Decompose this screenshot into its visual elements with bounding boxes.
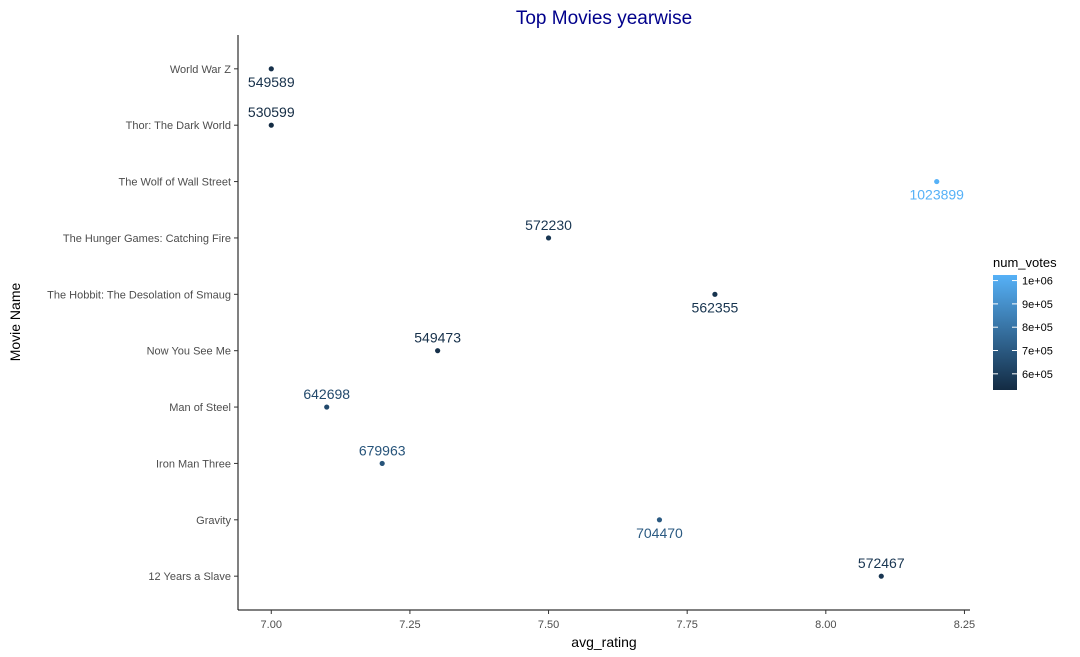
data-label: 572467 bbox=[858, 555, 905, 571]
data-label: 549473 bbox=[414, 330, 461, 346]
legend-tick-label: 1e+06 bbox=[1022, 276, 1053, 288]
data-point bbox=[379, 460, 385, 467]
y-tick-label: Iron Man Three bbox=[156, 458, 231, 470]
data-point bbox=[545, 235, 552, 241]
legend-tick-label: 9e+05 bbox=[1022, 299, 1053, 311]
data-label: 1023899 bbox=[909, 187, 964, 203]
y-tick-label: The Hunger Games: Catching Fire bbox=[63, 233, 231, 245]
y-tick-label: The Wolf of Wall Street bbox=[119, 177, 231, 189]
x-axis-ticks: 7.00 7.25 7.50 7.75 8.00 8.25 bbox=[261, 610, 975, 631]
data-point bbox=[435, 348, 441, 354]
legend-tick-label: 6e+05 bbox=[1022, 369, 1053, 381]
y-tick-label: Thor: The Dark World bbox=[126, 120, 231, 132]
data-label: 679963 bbox=[359, 442, 406, 458]
y-tick-label: Gravity bbox=[196, 515, 231, 527]
x-tick-label: 7.50 bbox=[538, 619, 559, 631]
x-tick-label: 7.25 bbox=[399, 619, 420, 631]
chart-title: Top Movies yearwise bbox=[516, 8, 692, 29]
data-label: 572230 bbox=[525, 217, 572, 233]
y-axis-ticks: 12 Years a Slave Gravity Iron Man Three Man… bbox=[47, 64, 238, 583]
data-point bbox=[934, 178, 940, 185]
y-axis-title: Movie Name bbox=[7, 283, 23, 362]
x-axis-title: avg_rating bbox=[571, 634, 636, 650]
color-legend: num_votes 6e+05 7e+05 8e+05 9e+05 1e+06 bbox=[993, 255, 1057, 390]
legend-title: num_votes bbox=[993, 255, 1057, 270]
x-tick-label: 7.75 bbox=[676, 619, 697, 631]
data-label: 704470 bbox=[636, 525, 683, 541]
data-label: 530599 bbox=[248, 104, 295, 120]
x-tick-label: 8.25 bbox=[954, 619, 975, 631]
data-point bbox=[268, 66, 274, 72]
data-label: 562355 bbox=[692, 299, 739, 315]
data-point bbox=[712, 291, 718, 297]
data-point bbox=[324, 404, 330, 410]
data-point bbox=[656, 517, 663, 523]
y-tick-label: 12 Years a Slave bbox=[148, 571, 231, 583]
legend-colorbar bbox=[993, 275, 1017, 390]
plot-area: 572467 704470 679963 642698 549473 562355 5722… bbox=[248, 66, 964, 579]
y-tick-label: Now You See Me bbox=[147, 346, 231, 358]
y-tick-label: Man of Steel bbox=[169, 402, 231, 414]
data-point bbox=[878, 573, 884, 579]
y-tick-label: The Hobbit: The Desolation of Smaug bbox=[47, 289, 231, 301]
y-tick-label: World War Z bbox=[170, 64, 231, 76]
legend-tick-label: 7e+05 bbox=[1022, 346, 1053, 358]
data-point bbox=[268, 122, 274, 128]
x-tick-label: 7.00 bbox=[261, 619, 282, 631]
legend-tick-label: 8e+05 bbox=[1022, 322, 1053, 334]
data-label: 549589 bbox=[248, 74, 295, 90]
data-label: 642698 bbox=[303, 386, 350, 402]
x-tick-label: 8.00 bbox=[815, 619, 836, 631]
